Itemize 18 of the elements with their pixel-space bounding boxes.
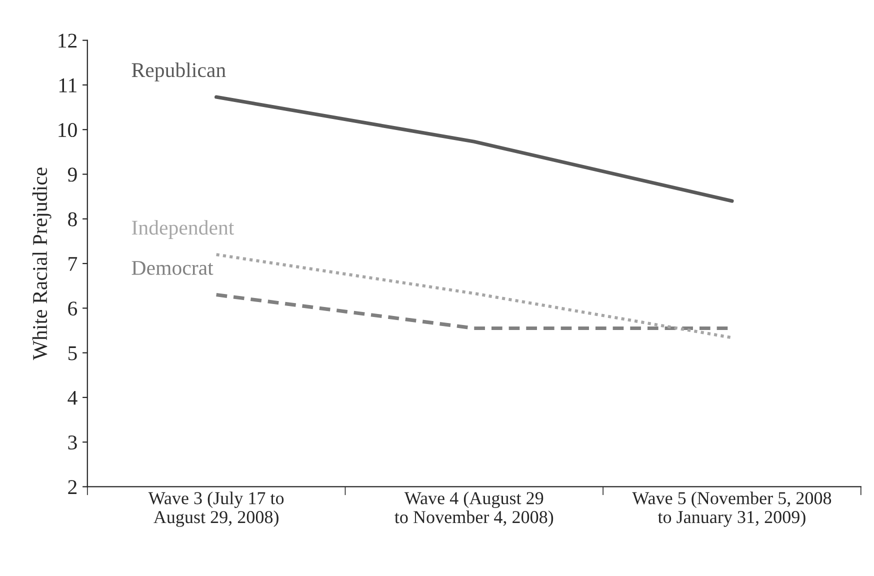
y-tick-label: 3	[68, 436, 77, 450]
y-tick-label: 11	[59, 78, 76, 92]
y-tick-label: 10	[58, 122, 77, 138]
y-tick-label: 8	[68, 212, 77, 226]
y-tick-label: 2	[68, 480, 77, 494]
x-tick-label: Wave 3 (July 17 to August 29, 2008)	[148, 492, 284, 527]
y-tick-label: 4	[68, 390, 78, 405]
y-tick-label: 6	[68, 302, 78, 316]
x-tick-label: Wave 4 (August 29 to November 4, 2008)	[394, 492, 554, 527]
y-tick-label: 5	[68, 346, 77, 360]
series-label: Independent	[132, 220, 234, 239]
y-tick-label: 9	[68, 168, 77, 182]
y-tick-label: 12	[58, 34, 77, 48]
series-label: Republican	[132, 62, 226, 82]
y-tick-label: 7	[68, 257, 78, 271]
x-tick-label: Wave 5 (November 5, 2008 to January 31, 2009)	[632, 492, 832, 527]
y-axis-title: White Racial Prejudice	[32, 168, 52, 360]
series-label: Democrat	[132, 261, 214, 275]
